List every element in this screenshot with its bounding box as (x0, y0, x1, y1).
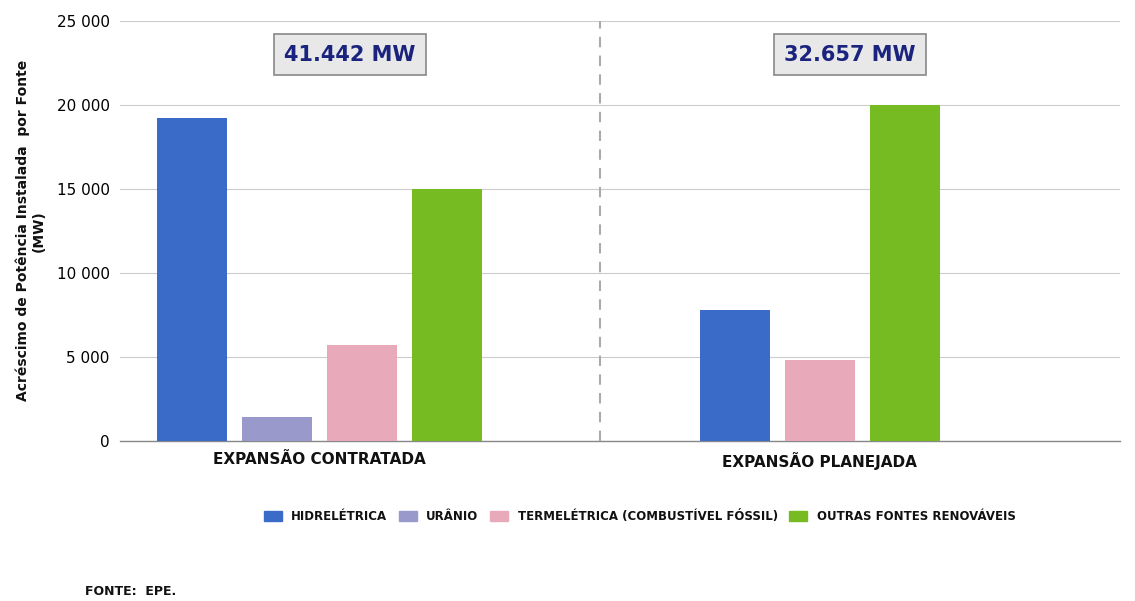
Bar (784, 360, 855, 441)
Bar (242, 417, 312, 441)
Bar (869, 105, 940, 441)
Bar (412, 189, 482, 441)
Bar (700, 310, 770, 441)
Y-axis label: Acréscimo de Potência Instalada  por Fonte
(MW): Acréscimo de Potência Instalada por Font… (15, 60, 45, 401)
Bar (327, 345, 397, 441)
Text: FONTE:  EPE.: FONTE: EPE. (85, 585, 176, 598)
Bar (157, 118, 227, 441)
Text: 41.442 MW: 41.442 MW (284, 44, 415, 64)
Legend: HIDRELÉTRICA, URÂNIO, TERMELÉTRICA (COMBUSTÍVEL FÓSSIL), OUTRAS FONTES RENOVÁVEI: HIDRELÉTRICA, URÂNIO, TERMELÉTRICA (COMB… (264, 510, 1016, 523)
Text: 32.657 MW: 32.657 MW (784, 44, 916, 64)
